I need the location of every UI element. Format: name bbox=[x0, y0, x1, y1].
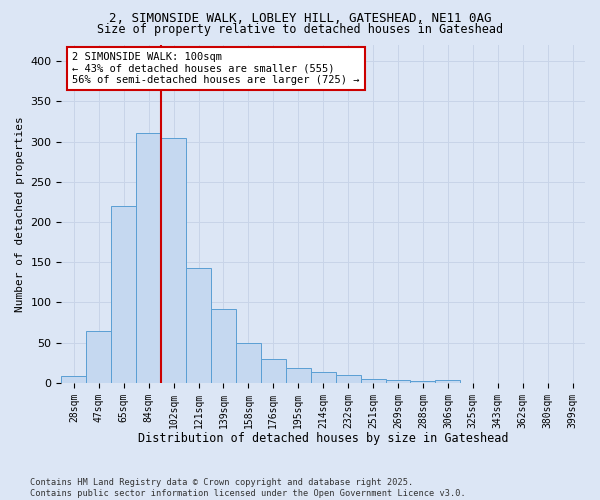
Bar bbox=[361, 379, 386, 383]
Bar bbox=[161, 138, 186, 383]
Bar bbox=[286, 368, 311, 383]
Y-axis label: Number of detached properties: Number of detached properties bbox=[15, 116, 25, 312]
Bar bbox=[86, 330, 111, 383]
X-axis label: Distribution of detached houses by size in Gateshead: Distribution of detached houses by size … bbox=[138, 432, 508, 445]
Text: Contains HM Land Registry data © Crown copyright and database right 2025.
Contai: Contains HM Land Registry data © Crown c… bbox=[30, 478, 466, 498]
Bar bbox=[211, 309, 236, 383]
Bar bbox=[186, 268, 211, 383]
Text: 2 SIMONSIDE WALK: 100sqm
← 43% of detached houses are smaller (555)
56% of semi-: 2 SIMONSIDE WALK: 100sqm ← 43% of detach… bbox=[72, 52, 359, 85]
Bar bbox=[410, 382, 436, 383]
Bar bbox=[436, 380, 460, 383]
Text: 2, SIMONSIDE WALK, LOBLEY HILL, GATESHEAD, NE11 0AG: 2, SIMONSIDE WALK, LOBLEY HILL, GATESHEA… bbox=[109, 12, 491, 26]
Text: Size of property relative to detached houses in Gateshead: Size of property relative to detached ho… bbox=[97, 22, 503, 36]
Bar bbox=[61, 376, 86, 383]
Bar bbox=[261, 358, 286, 383]
Bar bbox=[136, 134, 161, 383]
Bar bbox=[111, 206, 136, 383]
Bar bbox=[335, 375, 361, 383]
Bar bbox=[386, 380, 410, 383]
Bar bbox=[236, 344, 261, 383]
Bar bbox=[311, 372, 335, 383]
